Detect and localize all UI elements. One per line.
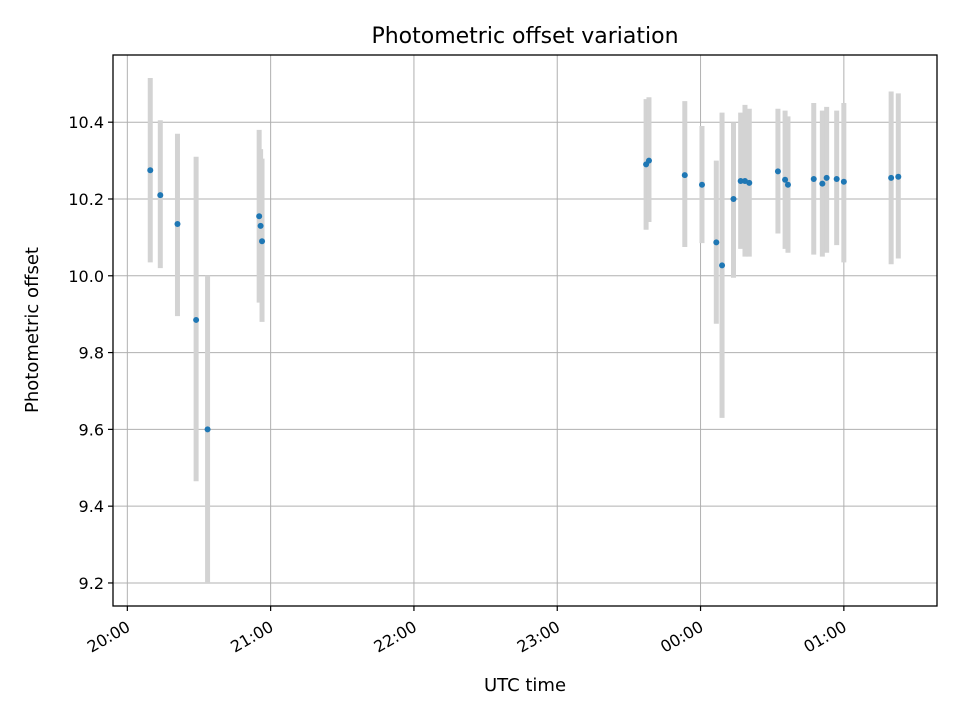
y-tick-label: 9.6 (79, 420, 104, 439)
data-point (833, 176, 840, 183)
data-point (888, 174, 895, 181)
y-tick-label: 9.4 (79, 497, 104, 516)
data-point (681, 172, 688, 179)
data-point (737, 177, 744, 184)
y-tick-label: 10.4 (68, 113, 104, 132)
data-point (698, 181, 705, 188)
data-point (823, 174, 830, 181)
chart-title: Photometric offset variation (371, 24, 678, 49)
plot-frame (112, 54, 938, 607)
data-point (204, 426, 211, 433)
data-point (147, 167, 154, 174)
data-point (256, 213, 263, 220)
data-point (730, 195, 737, 202)
grid (113, 55, 937, 606)
data-point (713, 239, 720, 246)
data-point (810, 176, 817, 183)
y-tick-label: 10.2 (68, 190, 104, 209)
data-point (895, 173, 902, 180)
data-point (840, 178, 847, 185)
y-tick-label: 9.2 (79, 574, 104, 593)
y-axis-ticks: 9.2 9.4 9.6 9.8 10.0 10.2 10.4 (68, 113, 113, 593)
data-point (774, 168, 781, 175)
data-point (257, 222, 264, 229)
x-axis-label: UTC time (484, 675, 566, 696)
data-point (259, 238, 266, 245)
y-tick-label: 10.0 (68, 267, 104, 286)
data-point (746, 179, 753, 186)
data-point (719, 262, 726, 269)
y-axis-label: Photometric offset (22, 247, 43, 413)
data-point (193, 316, 200, 323)
data-point (819, 180, 826, 187)
data-points (147, 157, 902, 433)
data-point (157, 192, 164, 199)
y-tick-label: 9.8 (79, 344, 104, 363)
data-point (782, 176, 789, 183)
data-point (784, 181, 791, 188)
data-point (645, 157, 652, 164)
data-point (174, 220, 181, 227)
